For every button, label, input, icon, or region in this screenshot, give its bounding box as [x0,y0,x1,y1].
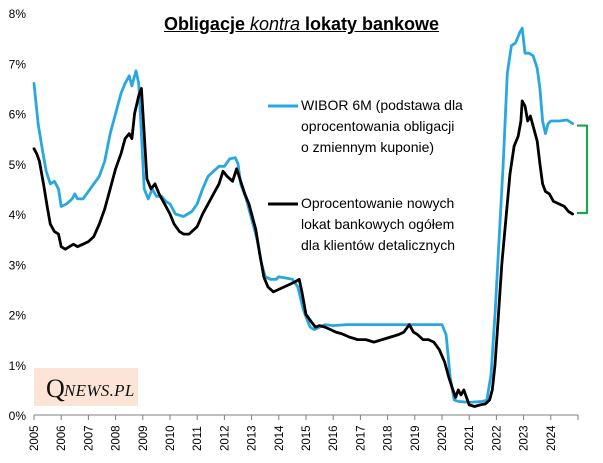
title-part-italic: kontra [249,14,300,34]
x-tick-label: 2017 [355,425,367,451]
chart-title: Obligacje kontra lokaty bankowe [0,14,603,35]
legend-entry-deposits: Oprocentowanie nowych lokat bankowych og… [301,193,455,256]
y-tick-label: 7% [9,57,27,71]
logo-text: NEWS.PL [64,381,135,400]
x-tick-label: 2019 [410,425,422,451]
series-line-deposits [32,87,574,408]
title-part-3: lokaty bankowe [300,14,440,34]
legend-line: dla klientów detalicznych [301,237,456,253]
y-tick-label: 5% [9,158,27,172]
legend-line: Oprocentowanie nowych [301,195,455,211]
y-tick-label: 3% [9,258,27,272]
legend-line: WIBOR 6M (podstawa dla [301,97,463,113]
x-tick-label: 2023 [519,425,531,451]
x-tick-label: 2009 [138,425,150,451]
title-part-1: Obligacje [163,14,250,34]
y-tick-label: 4% [9,208,27,222]
x-tick-label: 2021 [464,425,476,451]
y-tick-label: 1% [9,359,27,373]
x-tick-label: 2010 [165,425,177,451]
x-tick-label: 2024 [546,425,558,451]
x-tick-label: 2022 [491,425,503,451]
x-tick-label: 2015 [301,425,313,451]
x-tick-label: 2020 [437,425,449,451]
series-layer [32,26,574,408]
annotation-layer [577,124,589,215]
legend-line: o zmiennym kuponie) [301,139,435,155]
x-tick-label: 2013 [247,425,259,451]
logo-q: Q [46,374,65,403]
spread-bracket [577,124,589,215]
x-tick-label: 2011 [192,426,204,451]
x-tick-label: 2005 [29,425,41,451]
x-tick-label: 2006 [56,425,68,451]
x-tick-label: 2016 [328,425,340,451]
legend-line: lokat bankowych ogółem [301,216,455,232]
y-tick-label: 0% [9,409,27,423]
y-tick-label: 2% [9,309,27,323]
x-tick-label: 2014 [274,425,286,451]
x-tick-label: 2018 [383,425,395,451]
legend-entry-wibor: WIBOR 6M (podstawa dla oprocentowania ob… [301,95,463,158]
legend-swatches [268,104,298,206]
x-tick-label: 2008 [111,425,123,451]
y-tick-label: 6% [9,108,27,122]
axes: 0% 1% 2% 3% 4% 5% 6% 7% 8% 2005 2006 2007 2008 2009 20… [9,7,579,451]
y-tick-label: 8% [9,7,27,21]
legend-line: oprocentowania obligacji [301,118,455,134]
x-tick-label: 2012 [219,425,231,451]
qnews-logo: Q NEWS.PL [34,368,138,406]
x-tick-label: 2007 [83,425,95,451]
